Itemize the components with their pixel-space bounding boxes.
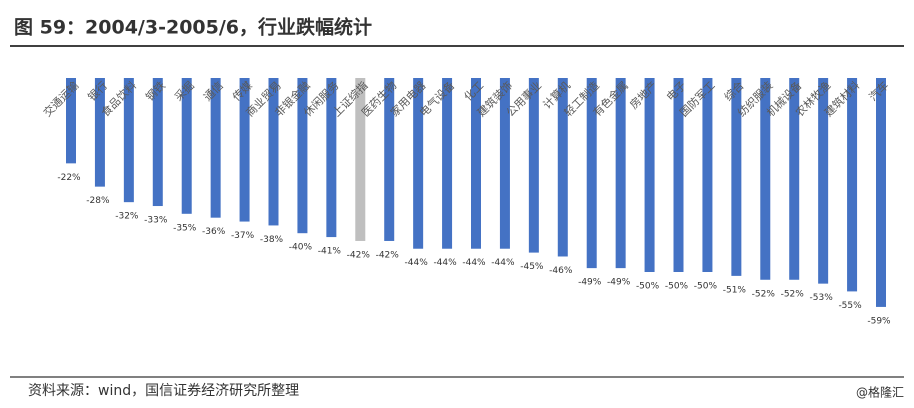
value-label: -37% bbox=[231, 231, 255, 241]
value-label: -44% bbox=[405, 258, 429, 268]
bar bbox=[471, 78, 481, 249]
x-tick-label: 通信 bbox=[201, 79, 226, 104]
value-label: -40% bbox=[289, 243, 313, 253]
bar bbox=[731, 78, 742, 276]
value-label: -44% bbox=[462, 258, 486, 268]
value-label: -49% bbox=[607, 278, 631, 288]
value-label: -52% bbox=[752, 289, 776, 299]
source: 资料来源：wind，国信证券经济研究所整理 bbox=[28, 383, 299, 399]
value-label: -33% bbox=[144, 216, 168, 226]
bar bbox=[586, 78, 597, 269]
bar bbox=[818, 78, 829, 284]
bar bbox=[268, 78, 279, 226]
bar bbox=[384, 78, 395, 241]
x-tick-label: 汽车 bbox=[866, 78, 891, 103]
value-label: -59% bbox=[867, 316, 891, 326]
bar bbox=[615, 78, 626, 269]
bar bbox=[152, 78, 163, 207]
value-label: -44% bbox=[433, 258, 457, 268]
value-label: -44% bbox=[491, 258, 515, 268]
value-label: -50% bbox=[694, 282, 718, 292]
bar bbox=[413, 78, 424, 249]
value-label: -22% bbox=[57, 173, 81, 183]
bar bbox=[557, 78, 568, 257]
bar bbox=[239, 78, 250, 222]
bar bbox=[442, 78, 453, 249]
value-label: -28% bbox=[86, 196, 110, 206]
value-label: -53% bbox=[810, 293, 834, 303]
bar bbox=[876, 78, 886, 307]
bar bbox=[847, 78, 858, 292]
x-tick-label: 化工 bbox=[461, 78, 486, 103]
value-label: -32% bbox=[115, 212, 139, 222]
bar bbox=[528, 78, 539, 253]
value-label: -50% bbox=[636, 282, 660, 292]
watermark: @格隆汇 bbox=[856, 385, 904, 400]
x-tick-label: 采掘 bbox=[172, 78, 197, 103]
x-tick-label: 房地产 bbox=[627, 78, 660, 111]
bar bbox=[644, 78, 655, 272]
bar bbox=[94, 78, 105, 187]
bar bbox=[123, 78, 134, 203]
value-label: -42% bbox=[347, 250, 371, 260]
x-tick-label: 银行 bbox=[85, 78, 110, 103]
bar bbox=[702, 78, 713, 272]
value-label: -51% bbox=[723, 285, 747, 295]
value-label: -35% bbox=[173, 223, 197, 233]
x-tick-label: 钢铁 bbox=[143, 79, 168, 104]
bar bbox=[181, 78, 192, 214]
bar bbox=[66, 78, 76, 164]
x-tick-label: 传媒 bbox=[230, 79, 255, 104]
bar bbox=[297, 78, 308, 234]
value-label: -36% bbox=[202, 227, 226, 237]
bar bbox=[789, 78, 800, 280]
bar bbox=[355, 78, 366, 241]
value-label: -50% bbox=[665, 282, 689, 292]
x-tick-label: 综合 bbox=[721, 78, 746, 103]
value-label: -38% bbox=[260, 235, 284, 245]
bar bbox=[210, 78, 221, 218]
value-label: -45% bbox=[520, 262, 544, 272]
bar bbox=[673, 78, 684, 272]
bar bbox=[499, 78, 510, 249]
value-label: -46% bbox=[549, 266, 573, 276]
x-tick-label: 电子 bbox=[664, 79, 689, 104]
value-label: -41% bbox=[318, 247, 342, 257]
bar bbox=[326, 78, 337, 238]
value-label: -42% bbox=[376, 250, 400, 260]
plot: -22% -28% -32% -33% -35% -36% -37% -38% -40% -41%… bbox=[40, 78, 891, 326]
value-label: -49% bbox=[578, 278, 602, 288]
value-label: -55% bbox=[838, 301, 862, 311]
bar bbox=[760, 78, 771, 280]
chart-title: 图 59：2004/3-2005/6，行业跌幅统计 bbox=[14, 16, 372, 39]
value-label: -52% bbox=[781, 289, 805, 299]
